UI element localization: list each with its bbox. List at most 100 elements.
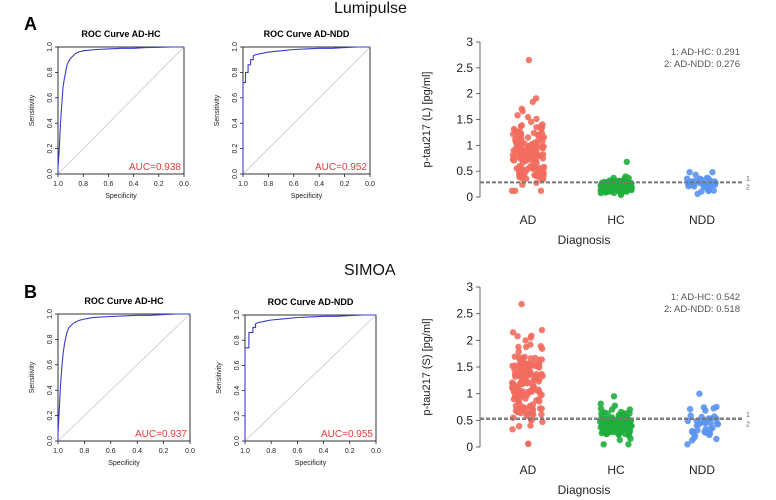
data-point [533, 115, 540, 123]
x-axis-label: Diagnosis [558, 483, 611, 497]
data-point [522, 169, 529, 176]
y-axis-label: Sensitivity [29, 361, 36, 393]
data-point [709, 169, 716, 176]
roc-curve [57, 313, 190, 441]
data-point [510, 125, 518, 133]
roc-chart-roc-b-ndd: ROC Curve AD-NDD 1.0 0.8 0.6 0.4 0.2 0.0 0.0 0.2… [216, 297, 381, 467]
data-point [514, 112, 521, 119]
y-tick-label: 0.6 [47, 360, 54, 370]
x-category-label: HC [607, 213, 625, 227]
y-tick-label: 0.0 [47, 436, 54, 446]
y-axis-label: Sensitivity [214, 94, 221, 126]
threshold-label: 1 [746, 176, 750, 183]
data-point [689, 429, 697, 436]
y-tick-label: 0 [466, 440, 473, 454]
plot-frame [57, 46, 185, 175]
y-tick-label: 0.6 [47, 93, 54, 103]
y-tick-label: 0.0 [232, 169, 239, 179]
y-tick-label: 1.5 [456, 113, 473, 127]
x-tick-label: 0.8 [266, 448, 276, 455]
data-point [527, 334, 534, 341]
strip-chart-strip-a: 0 0.5 1 1.5 2 2.5 3 p-tau217 (L) [pg/ml] AD HC NDD… [421, 35, 750, 247]
roc-curve [242, 46, 370, 174]
data-point [688, 437, 696, 444]
data-point [700, 404, 708, 411]
data-point [532, 157, 539, 164]
y-tick-label: 0.4 [232, 118, 239, 128]
chance-diagonal [57, 46, 185, 175]
roc-chart-roc-a-hc: ROC Curve AD-HC 1.0 0.8 0.6 0.4 0.2 0.0 0.0 0.2 0… [29, 29, 189, 200]
data-point [710, 187, 717, 194]
y-tick-label: 1.0 [47, 309, 54, 319]
auc-label: AUC=0.938 [129, 162, 181, 173]
data-point [529, 401, 537, 408]
data-point [522, 374, 529, 382]
data-point [520, 359, 528, 366]
strip-chart-strip-b: 0 0.5 1 1.5 2 2.5 3 p-tau217 (S) [pg/ml] AD HC NDD… [421, 280, 750, 497]
x-tick-label: 0.8 [80, 448, 90, 455]
roc-title: ROC Curve AD-NDD [268, 297, 354, 307]
y-tick-label: 1.5 [456, 360, 473, 374]
y-tick-label: 2.5 [456, 307, 473, 321]
chance-diagonal [242, 46, 371, 175]
data-point [625, 441, 632, 448]
data-point [525, 56, 533, 64]
x-axis-label: Specificity [291, 193, 323, 200]
data-point [521, 353, 528, 361]
data-point [515, 348, 522, 355]
data-point [538, 411, 545, 418]
data-point [597, 405, 605, 412]
y-tick-label: 0.8 [47, 67, 54, 77]
y-tick-label: 1.0 [232, 42, 239, 52]
data-point [514, 396, 521, 403]
x-tick-label: 0.2 [159, 448, 169, 455]
legend-text: 1: AD-HC: 0.291 [671, 47, 740, 58]
data-point [529, 406, 537, 413]
data-point [524, 113, 532, 121]
y-tick-label: 1.0 [47, 42, 54, 52]
data-point [527, 355, 534, 362]
data-point [610, 393, 618, 400]
data-point [516, 171, 523, 178]
data-point [704, 183, 711, 190]
y-axis-label: Sensitivity [216, 362, 223, 394]
data-point [533, 124, 540, 131]
roc-curve [57, 46, 184, 174]
data-point [710, 405, 717, 412]
roc-chart-roc-b-hc: ROC Curve AD-HC 1.0 0.8 0.6 0.4 0.2 0.0 0.0 0.2 0… [29, 296, 195, 467]
auc-label: AUC=0.955 [321, 429, 373, 440]
x-tick-label: 0.0 [185, 448, 195, 455]
x-axis-label: Specificity [295, 460, 327, 467]
data-point [523, 412, 531, 419]
y-tick-label: 0.2 [47, 144, 54, 154]
data-point [509, 329, 517, 336]
data-point [536, 398, 543, 405]
x-axis-label: Specificity [105, 193, 137, 200]
data-point [535, 173, 542, 180]
data-point [598, 429, 605, 437]
data-point [516, 128, 524, 135]
data-point [519, 108, 526, 115]
data-point [525, 440, 532, 447]
y-tick-label: 0.8 [47, 334, 54, 344]
chance-diagonal [57, 313, 191, 442]
threshold-label: 2 [746, 185, 750, 192]
data-point [519, 388, 526, 395]
legend-text: 2: AD-NDD: 0.276 [664, 59, 740, 70]
y-axis-label: p-tau217 (L) [pg/ml] [421, 72, 433, 168]
x-tick-label: 0.4 [319, 448, 329, 455]
legend-text: 2: AD-NDD: 0.518 [664, 304, 740, 315]
data-point [692, 171, 699, 178]
data-point [518, 122, 525, 129]
y-tick-label: 0.2 [47, 411, 54, 421]
data-point [684, 441, 691, 448]
y-tick-label: 1.0 [234, 310, 241, 320]
y-tick-label: 2 [466, 87, 473, 101]
data-point [706, 430, 714, 437]
data-point [696, 390, 703, 397]
auc-label: AUC=0.937 [135, 429, 187, 440]
y-tick-label: 2.5 [456, 61, 473, 75]
y-tick-label: 0.0 [234, 436, 241, 446]
x-tick-label: 0.0 [371, 448, 381, 455]
data-point [702, 425, 710, 433]
